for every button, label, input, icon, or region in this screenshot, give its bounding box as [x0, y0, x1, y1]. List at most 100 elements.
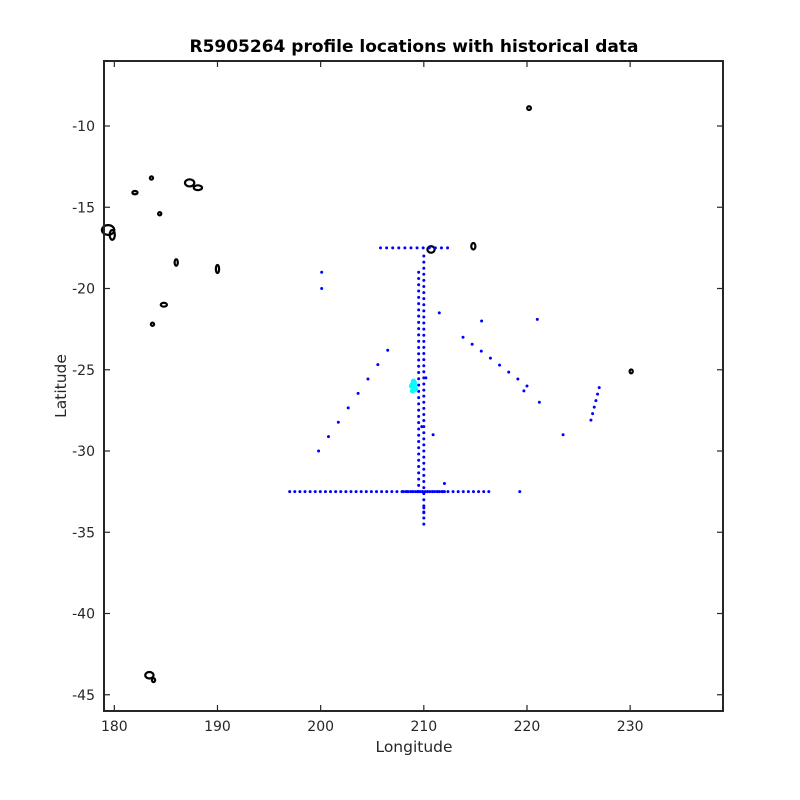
historical-point [313, 490, 317, 494]
historical-point [417, 452, 421, 456]
historical-point [417, 408, 421, 412]
historical-point [422, 511, 426, 515]
historical-point [427, 246, 431, 250]
historical-point [422, 516, 426, 520]
historical-point [417, 421, 421, 425]
historical-point [422, 479, 426, 483]
x-tick-label: 200 [307, 719, 334, 735]
y-axis-label: Latitude [52, 354, 70, 418]
historical-point [339, 490, 343, 494]
historical-point [406, 490, 410, 494]
historical-point [346, 406, 350, 410]
historical-data-layer [288, 246, 601, 526]
historical-point [482, 490, 486, 494]
historical-point [417, 465, 421, 469]
historical-point [303, 490, 307, 494]
historical-point [409, 246, 413, 250]
coastline-shape [148, 175, 155, 181]
historical-point [417, 270, 421, 274]
historical-point [421, 490, 425, 494]
historical-point [417, 289, 421, 293]
x-axis-ticks: 180 190 200 210 220 230 [101, 61, 644, 735]
historical-point [433, 246, 437, 250]
x-tick-label: 210 [410, 719, 437, 735]
historical-point [417, 402, 421, 406]
historical-point [422, 498, 426, 502]
historical-point [334, 490, 338, 494]
historical-point [422, 266, 426, 270]
historical-point [415, 246, 419, 250]
historical-point [422, 473, 426, 477]
x-tick-label: 180 [101, 719, 128, 735]
historical-point [422, 260, 426, 264]
historical-point [417, 314, 421, 318]
y-tick-label: -10 [72, 119, 95, 135]
historical-point [422, 370, 426, 374]
historical-point [380, 490, 384, 494]
historical-point [408, 490, 412, 494]
historical-point [461, 490, 465, 494]
historical-point [422, 449, 426, 453]
historical-point [366, 377, 370, 381]
historical-point [417, 320, 421, 324]
historical-point [592, 405, 596, 409]
historical-point [480, 319, 484, 323]
historical-point [417, 396, 421, 400]
historical-point [417, 308, 421, 312]
historical-point [369, 490, 373, 494]
historical-point [376, 363, 380, 367]
coastline-layer [100, 105, 634, 684]
historical-point [561, 433, 565, 437]
historical-point [422, 412, 426, 416]
historical-point [471, 490, 475, 494]
historical-point [329, 490, 333, 494]
y-axis-ticks: -45 -40 -35 -30 -25 -20 -15 -10 [72, 119, 723, 704]
historical-point [516, 377, 520, 381]
historical-point [422, 278, 426, 282]
historical-point [417, 352, 421, 356]
historical-point [422, 352, 426, 355]
historical-point [446, 246, 450, 250]
historical-point [466, 490, 470, 494]
historical-point [422, 455, 426, 459]
historical-point [397, 246, 401, 250]
historical-point [326, 435, 330, 439]
historical-point [422, 333, 426, 337]
historical-point [298, 490, 302, 494]
historical-point [417, 477, 421, 481]
historical-point [417, 389, 421, 393]
historical-point [417, 483, 421, 487]
historical-point [417, 427, 421, 431]
x-tick-label: 220 [514, 719, 541, 735]
historical-point [425, 490, 429, 494]
historical-point [378, 246, 382, 250]
historical-point [422, 254, 426, 258]
chart-title: R5905264 profile locations with historic… [189, 37, 638, 57]
y-tick-label: -20 [72, 282, 95, 298]
historical-point [374, 490, 378, 494]
historical-point [417, 358, 421, 362]
y-tick-label: -40 [72, 607, 95, 623]
historical-point [417, 439, 421, 443]
coastline-shape [426, 245, 436, 254]
historical-point [323, 490, 327, 494]
historical-point [385, 246, 389, 250]
historical-point [417, 414, 421, 418]
historical-point [422, 431, 426, 435]
coastline-shape [144, 670, 155, 680]
historical-point [413, 490, 417, 494]
coastline-shape [108, 228, 116, 241]
historical-point [404, 490, 408, 494]
historical-point [420, 425, 424, 429]
historical-point [317, 449, 321, 453]
float-profile-point [409, 388, 416, 394]
historical-point [422, 461, 426, 465]
y-tick-label: -45 [72, 688, 95, 704]
historical-point [422, 486, 426, 490]
historical-point [422, 364, 426, 368]
historical-point [422, 345, 426, 349]
historical-point [422, 376, 426, 380]
historical-point [422, 388, 426, 392]
historical-point [344, 490, 348, 494]
historical-point [417, 302, 421, 306]
